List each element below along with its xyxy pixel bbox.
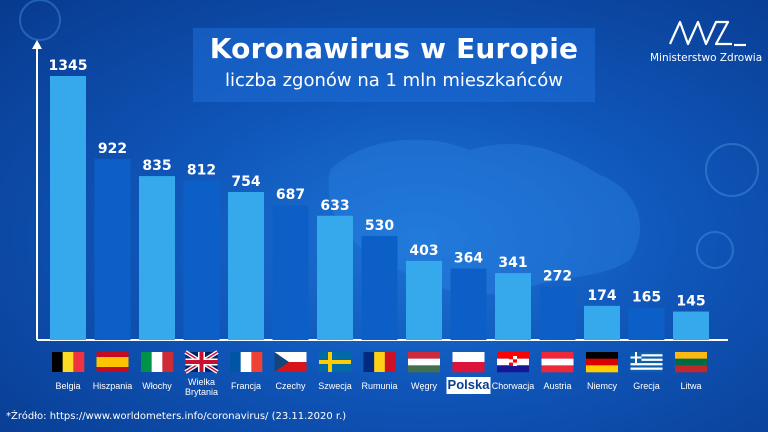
flag-icon xyxy=(408,352,440,373)
value-label: 272 xyxy=(543,269,572,285)
value-label: 1345 xyxy=(49,58,88,74)
bar xyxy=(317,215,353,340)
value-label: 403 xyxy=(409,243,438,259)
bar xyxy=(361,235,398,340)
bar xyxy=(673,311,709,340)
title-box: Koronawirus w Europie liczba zgonów na 1… xyxy=(193,28,595,102)
flag-icon xyxy=(52,352,85,372)
value-label: 174 xyxy=(587,288,616,304)
value-label: 165 xyxy=(632,290,661,306)
category-label: Szwecja xyxy=(318,381,352,391)
bar xyxy=(272,205,309,340)
bar xyxy=(183,180,220,340)
category-label: Austria xyxy=(543,381,571,391)
value-label: 754 xyxy=(231,174,260,190)
bar xyxy=(539,286,576,340)
category-label: Wielka xyxy=(188,377,215,387)
flag-icon xyxy=(675,352,707,373)
flag-icon xyxy=(586,352,618,373)
source-note: *Źródło: https://www.worldometers.info/c… xyxy=(6,411,347,422)
bar xyxy=(450,268,487,340)
value-label: 633 xyxy=(320,198,349,214)
ministry-logo: Ministerstwo Zdrowia xyxy=(650,14,763,74)
category-label: Rumunia xyxy=(361,381,397,391)
chart-title: Koronawirus w Europie xyxy=(209,32,579,65)
category-label: Czechy xyxy=(275,381,306,391)
category-label: Włochy xyxy=(142,381,172,391)
category-label: Węgry xyxy=(411,381,438,391)
value-label: 835 xyxy=(142,158,171,174)
bar xyxy=(139,176,175,340)
highlight-label-bg xyxy=(446,377,491,394)
y-axis-arrow xyxy=(32,40,42,49)
category-label: Belgia xyxy=(55,381,80,391)
bar xyxy=(50,76,86,340)
category-label: Grecja xyxy=(633,381,660,391)
flag-icon xyxy=(452,352,485,373)
bar xyxy=(628,307,665,340)
bar xyxy=(94,159,131,340)
value-label: 812 xyxy=(187,163,216,179)
flag-icon xyxy=(541,352,574,373)
value-label: 341 xyxy=(498,255,527,271)
category-label: Brytania xyxy=(185,387,218,397)
mz-logo-icon xyxy=(668,20,746,47)
category-label: Chorwacja xyxy=(492,381,535,391)
logo-text: Ministerstwo Zdrowia xyxy=(650,52,763,64)
category-label: Litwa xyxy=(680,381,701,391)
flag-icon xyxy=(96,352,129,372)
flag-icon xyxy=(184,350,219,374)
flag-icon xyxy=(319,352,351,372)
bar xyxy=(406,260,442,340)
category-label: Niemcy xyxy=(587,381,618,391)
value-label: 364 xyxy=(454,251,483,267)
flag-icon xyxy=(141,352,174,372)
chart-subtitle: liczba zgonów na 1 mln mieszkańców xyxy=(225,70,563,91)
category-label: Polska xyxy=(448,377,491,392)
value-label: 145 xyxy=(676,294,705,310)
flag-icon xyxy=(363,352,396,372)
value-label: 530 xyxy=(365,218,394,234)
flag-icon xyxy=(497,352,529,373)
flag-icon xyxy=(274,352,307,372)
category-label: Hiszpania xyxy=(93,381,133,391)
bar xyxy=(584,305,620,340)
flag-icon xyxy=(230,352,263,372)
bar xyxy=(495,273,531,340)
value-label: 922 xyxy=(98,141,127,157)
category-label: Francja xyxy=(231,381,261,391)
value-label: 687 xyxy=(276,187,305,203)
flag-icon xyxy=(630,352,663,373)
bar xyxy=(228,192,264,340)
